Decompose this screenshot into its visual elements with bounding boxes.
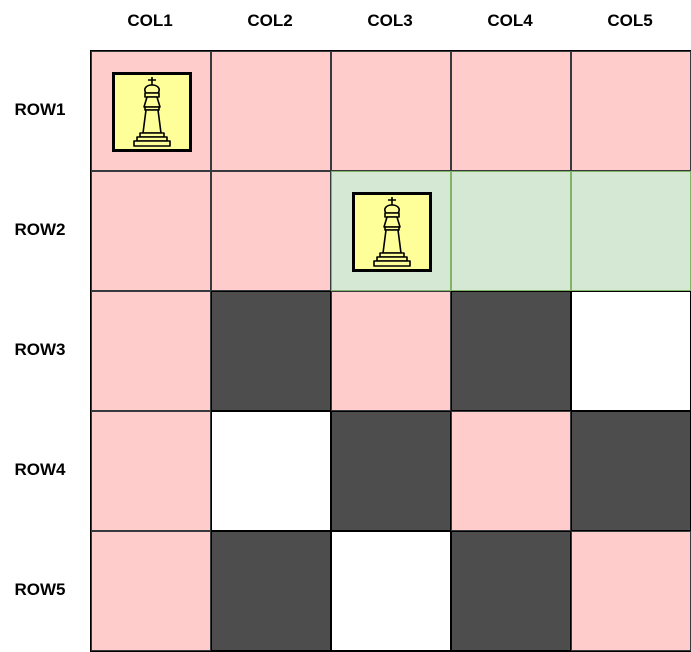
cell-r3-c4 [451,291,571,411]
cell-r1-c3 [331,51,451,171]
cell-r1-c2 [211,51,331,171]
cell-r3-c5 [571,291,691,411]
cell-r2-c4 [451,171,571,291]
cell-r5-c3 [331,531,451,651]
cell-r3-c2 [211,291,331,411]
column-header-col5: COL5 [607,11,653,30]
cell-r4-c2 [211,411,331,531]
cell-r4-c3 [331,411,451,531]
row-header-row3: ROW3 [14,340,66,359]
cell-r5-c2 [211,531,331,651]
cell-r4-c5 [571,411,691,531]
column-header-col4: COL4 [487,11,533,30]
row-header-row5: ROW5 [14,580,66,599]
cell-r4-c4 [451,411,571,531]
cell-r5-c5 [571,531,691,651]
row-header-row4: ROW4 [14,460,66,479]
cell-r3-c1 [91,291,211,411]
queen-icon [352,192,432,272]
queen-icon [112,72,192,152]
cell-r5-c4 [451,531,571,651]
cell-r5-c1 [91,531,211,651]
row-header-row2: ROW2 [14,220,66,239]
column-header-col1: COL1 [127,11,173,30]
chess-board [90,50,691,652]
row-header-row1: ROW1 [14,100,66,119]
cell-r4-c1 [91,411,211,531]
cell-r1-c1 [91,51,211,171]
column-header-col3: COL3 [367,11,413,30]
cell-r2-c3 [331,171,451,291]
column-header-col2: COL2 [247,11,293,30]
cell-r2-c2 [211,171,331,291]
cell-r2-c5 [571,171,691,291]
cell-r1-c5 [571,51,691,171]
cell-r3-c3 [331,291,451,411]
cell-r1-c4 [451,51,571,171]
cell-r2-c1 [91,171,211,291]
